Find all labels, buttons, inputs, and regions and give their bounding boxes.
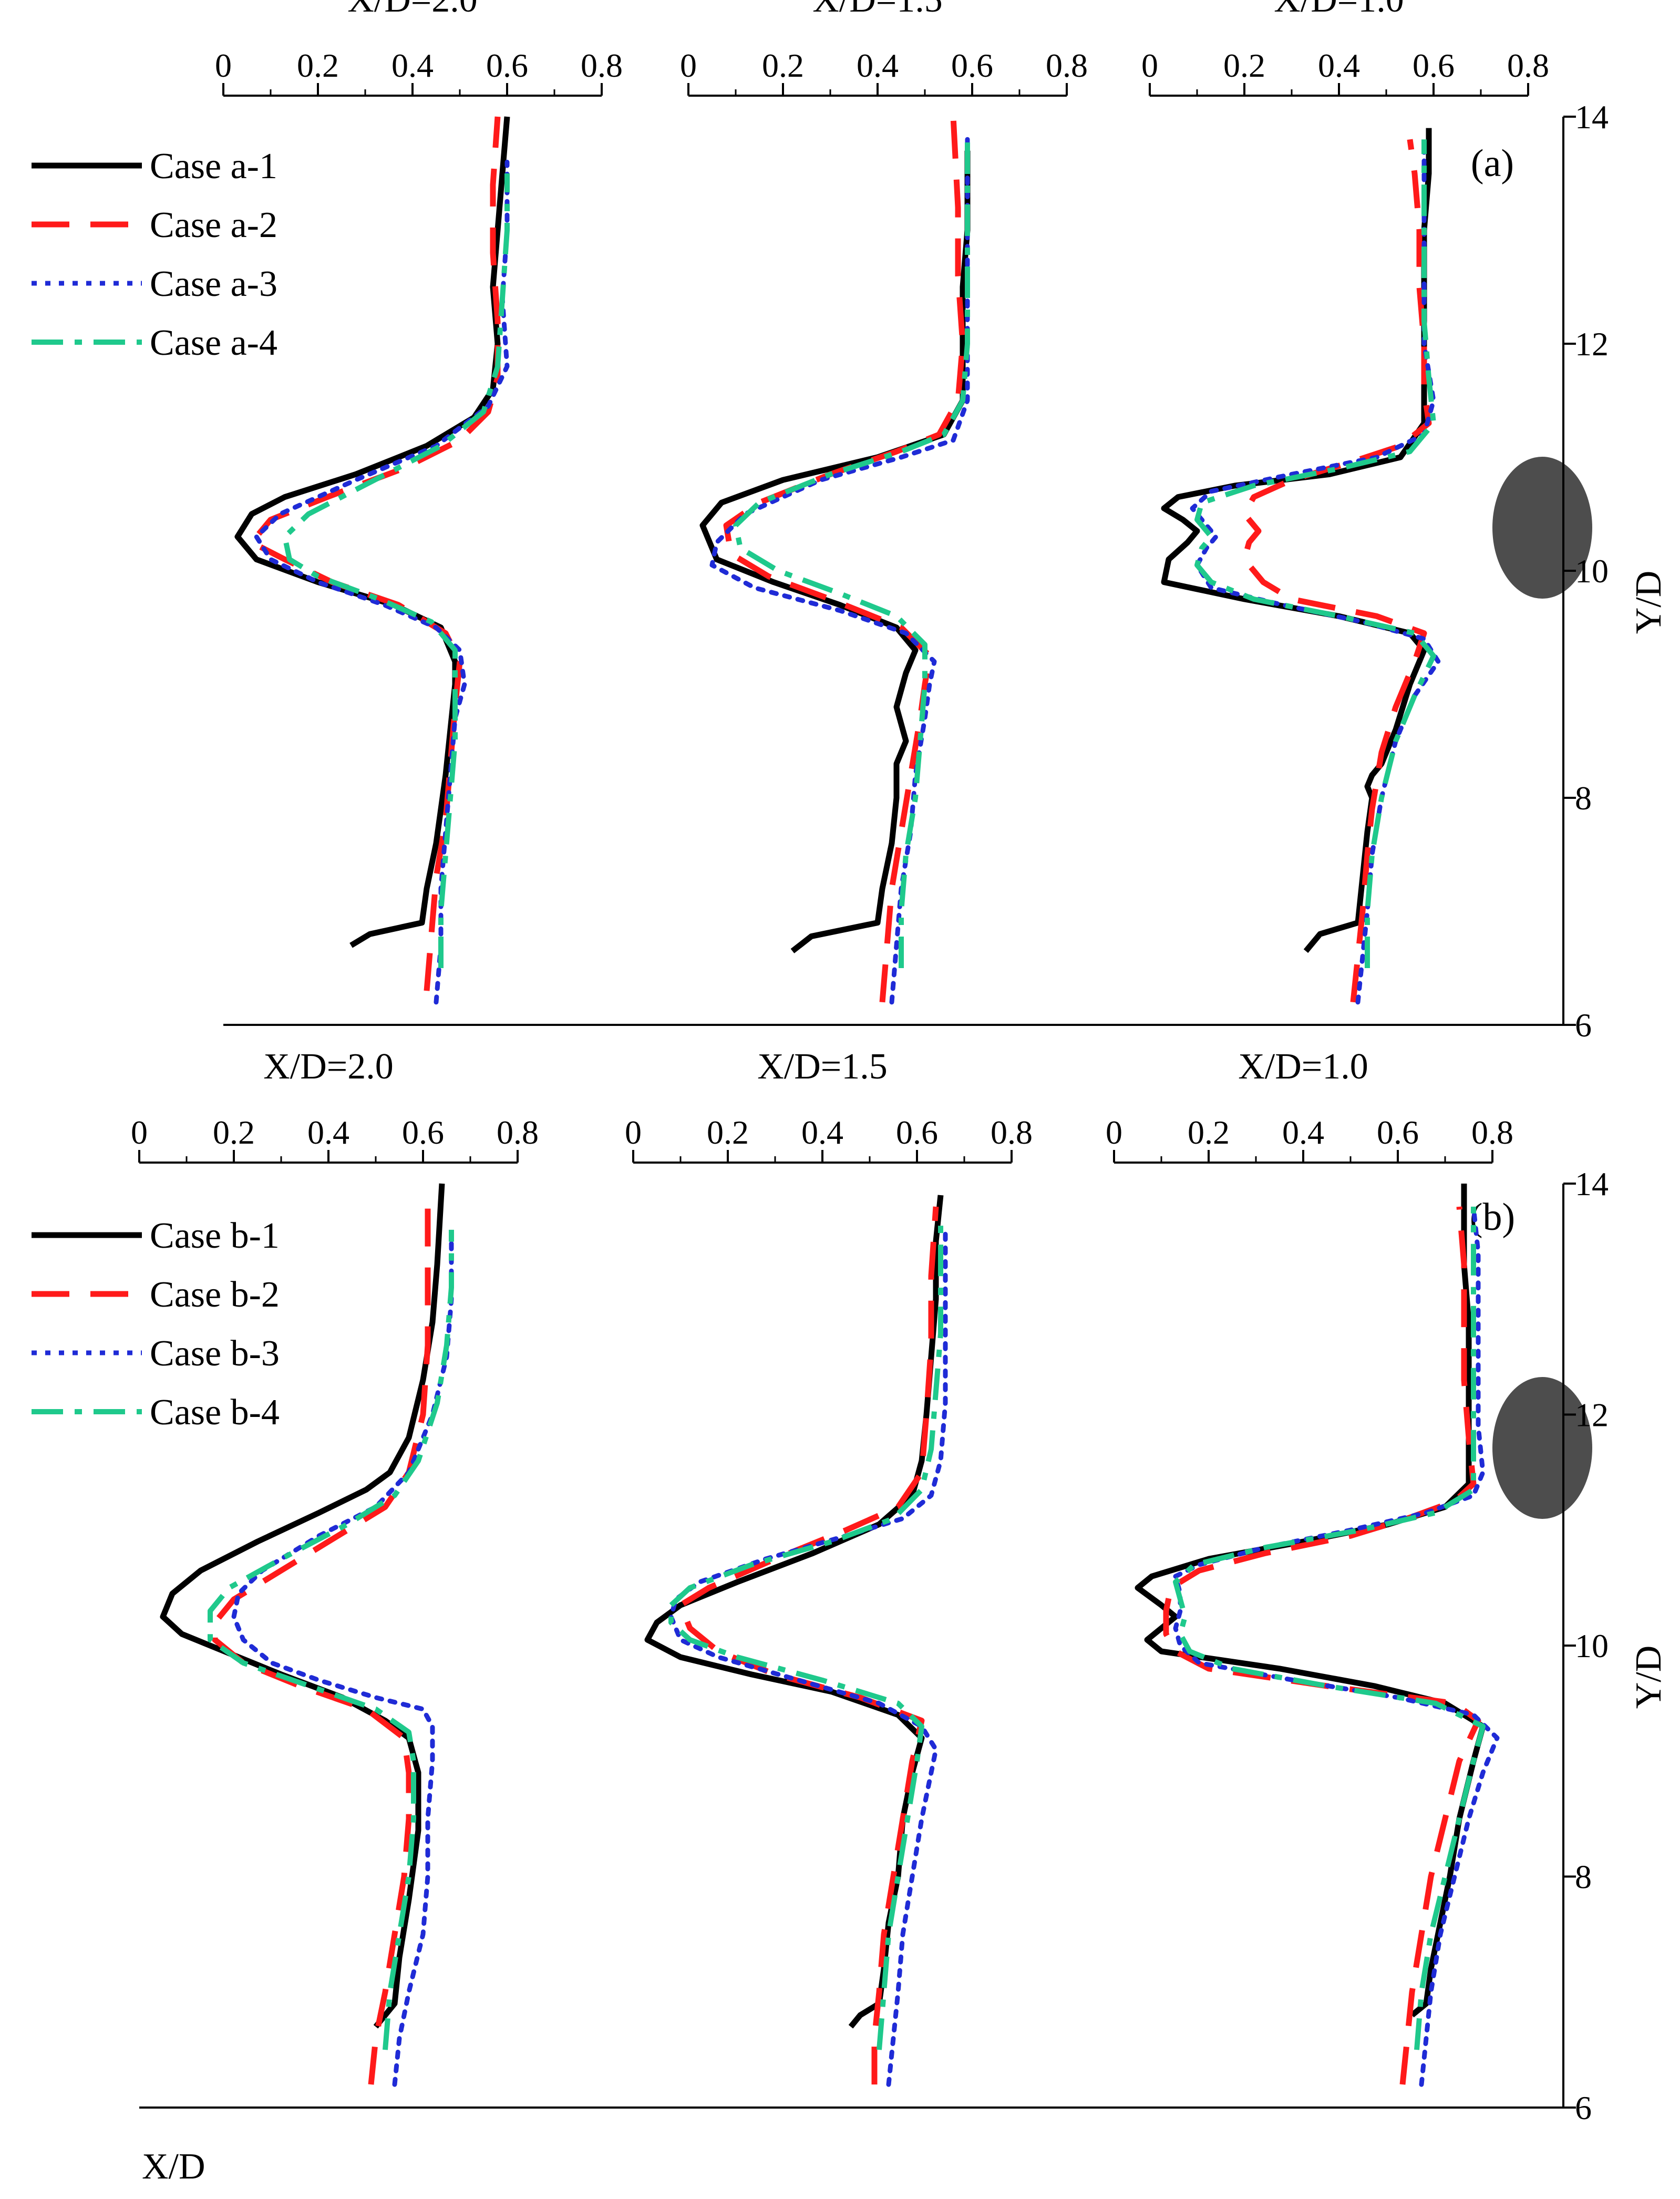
series-line-case-a-1 xyxy=(699,150,971,953)
x-tick-label: 0.8 xyxy=(991,1114,1033,1151)
y-tick-label: 14 xyxy=(1575,98,1609,136)
x-tick-label: 0 xyxy=(625,1114,642,1151)
legend-label: Case a-3 xyxy=(150,264,277,304)
x-tick-label: 0.2 xyxy=(1223,47,1265,84)
panel-label: (a) xyxy=(1471,142,1514,185)
y-tick-label: 14 xyxy=(1575,1165,1609,1203)
x-tick-label: 0 xyxy=(1141,47,1158,84)
x-tick-label: 0.6 xyxy=(896,1114,938,1151)
x-tick-label: 0 xyxy=(680,47,697,84)
y-tick-label: 8 xyxy=(1575,1858,1592,1896)
subplot-title: X/D=1.0 xyxy=(1274,0,1404,20)
x-tick-label: 0.4 xyxy=(1282,1114,1324,1151)
series-line-case-a-2 xyxy=(1241,139,1432,1003)
subplot-title: X/D=1.5 xyxy=(812,0,943,20)
y-axis-title: Y/D xyxy=(1629,571,1669,634)
series-line-case-a-3 xyxy=(254,159,510,1005)
legend-label: Case b-1 xyxy=(150,1216,280,1256)
cylinder-marker xyxy=(1492,457,1592,599)
y-tick-label: 12 xyxy=(1575,325,1609,363)
x-tick-label: 0.4 xyxy=(391,47,434,84)
y-axis-title: Y/D xyxy=(1629,1646,1669,1709)
legend-label: Case a-4 xyxy=(150,323,277,363)
subplot-title: X/D=2.0 xyxy=(347,0,478,20)
x-tick-label: 0.8 xyxy=(497,1114,539,1151)
x-tick-label: 0.4 xyxy=(307,1114,349,1151)
legend-label: Case b-4 xyxy=(150,1392,280,1433)
series-line-case-b-2 xyxy=(677,1206,939,2085)
x-tick-label: 0.6 xyxy=(1413,47,1455,84)
y-tick-label: 10 xyxy=(1575,1627,1609,1664)
x-tick-label: 0.2 xyxy=(1188,1114,1230,1151)
y-tick-label: 6 xyxy=(1575,1006,1592,1044)
legend-label: Case b-3 xyxy=(150,1333,280,1374)
legend-label: Case b-2 xyxy=(150,1275,280,1315)
x-tick-label: 0.4 xyxy=(1318,47,1360,84)
series-line-case-b-1 xyxy=(644,1195,944,2029)
series-line-case-b-4 xyxy=(208,1229,454,2050)
x-tick-label: 0.8 xyxy=(1471,1114,1513,1151)
x-tick-label: 0.6 xyxy=(486,47,528,84)
series-line-case-a-4 xyxy=(282,173,510,968)
legend-label: Case a-1 xyxy=(150,146,277,187)
series-line-case-b-3 xyxy=(231,1239,454,2087)
series-line-case-a-4 xyxy=(733,139,970,968)
x-tick-label: 0.8 xyxy=(1507,47,1549,84)
y-tick-label: 6 xyxy=(1575,2089,1592,2126)
series-line-case-a-2 xyxy=(723,116,966,1003)
series-line-case-b-4 xyxy=(668,1218,943,2050)
x-tick-label: 0.2 xyxy=(762,47,804,84)
series-line-case-b-3 xyxy=(1173,1204,1500,2087)
subplot-title: X/D=2.0 xyxy=(263,1046,394,1087)
x-tick-label: 0.6 xyxy=(951,47,993,84)
series-line-case-b-1 xyxy=(160,1183,445,2029)
legend-label: Case a-2 xyxy=(150,205,277,245)
x-tick-label: 0 xyxy=(215,47,232,84)
series-line-case-a-1 xyxy=(234,116,510,948)
y-tick-label: 10 xyxy=(1575,552,1609,590)
series-line-case-b-3 xyxy=(668,1227,948,2087)
x-tick-label: 0.8 xyxy=(581,47,623,84)
series-line-case-a-3 xyxy=(1190,137,1441,1005)
series-line-case-a-4 xyxy=(1194,139,1436,968)
series-line-case-b-4 xyxy=(1173,1206,1486,2050)
x-tick-label: 0.4 xyxy=(857,47,899,84)
series-line-case-b-2 xyxy=(1163,1206,1481,2085)
series-line-case-a-1 xyxy=(1161,128,1432,953)
subplot-title: X/D=1.5 xyxy=(757,1046,888,1087)
x-tick-label: 0.6 xyxy=(1377,1114,1419,1151)
x-tick-label: 0.4 xyxy=(801,1114,843,1151)
x-tick-label: 0.6 xyxy=(402,1114,444,1151)
y-tick-label: 8 xyxy=(1575,779,1592,817)
cylinder-marker xyxy=(1492,1377,1592,1519)
x-tick-label: 0.8 xyxy=(1046,47,1088,84)
x-tick-label: 0 xyxy=(1106,1114,1122,1151)
x-tick-label: 0 xyxy=(131,1114,148,1151)
bottom-axis-label: X/D xyxy=(142,2146,205,2187)
y-tick-label: 12 xyxy=(1575,1396,1609,1434)
x-tick-label: 0.2 xyxy=(213,1114,255,1151)
x-tick-label: 0.2 xyxy=(297,47,339,84)
x-tick-label: 0.2 xyxy=(707,1114,749,1151)
subplot-title: X/D=1.0 xyxy=(1238,1046,1368,1087)
